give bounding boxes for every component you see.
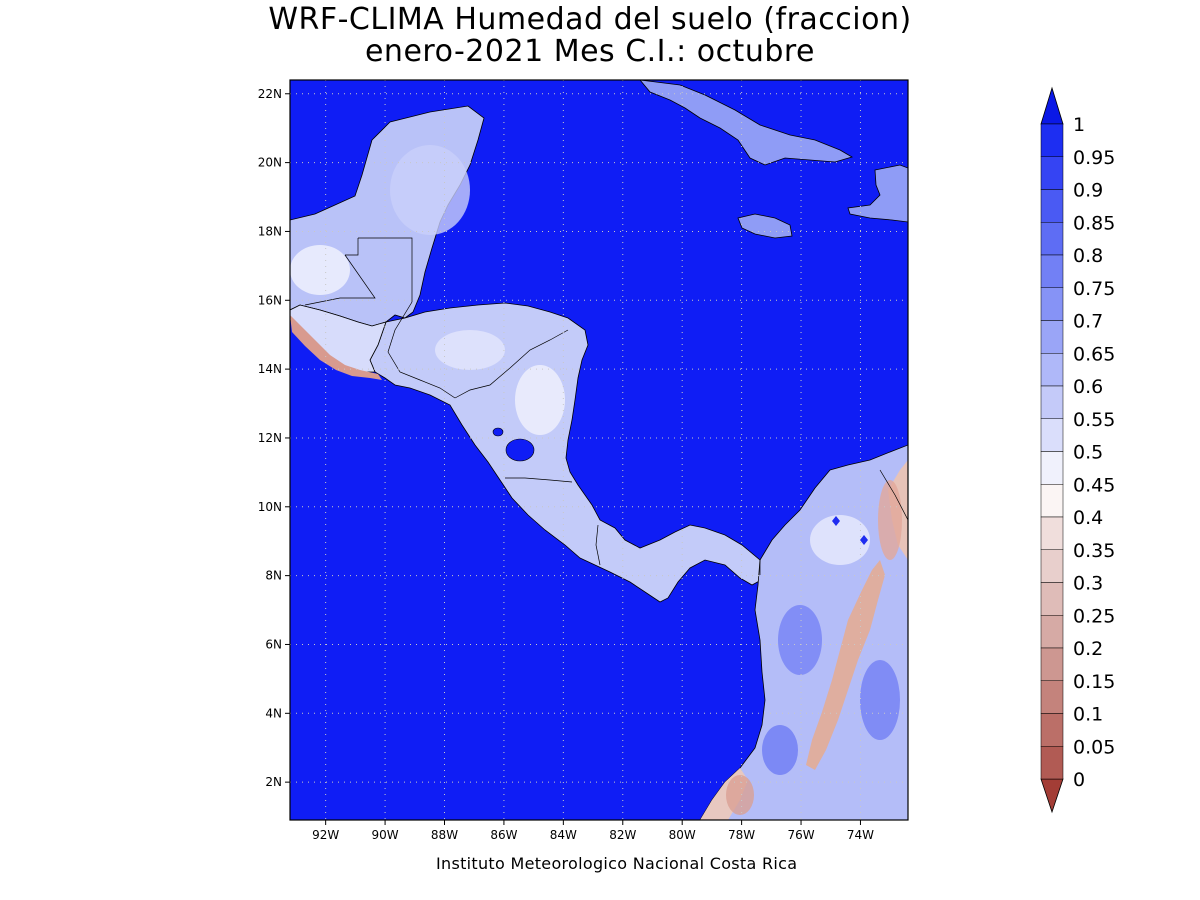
colorbar-bin xyxy=(1040,615,1064,649)
colorbar-label: 1 xyxy=(1073,114,1085,136)
lat-tick-label: 10N xyxy=(258,500,282,514)
colorbar-label: 0.3 xyxy=(1073,573,1103,595)
colorbar-label: 0.6 xyxy=(1073,376,1103,398)
colorbar-bin xyxy=(1040,123,1064,157)
colorbar-arrow-bottom xyxy=(1040,778,1064,814)
lon-tick-label: 74W xyxy=(847,828,874,842)
colorbar-label: 0.05 xyxy=(1073,736,1115,758)
lon-tick-label: 92W xyxy=(312,828,339,842)
lon-tick-label: 90W xyxy=(372,828,399,842)
colorbar-bin xyxy=(1040,451,1064,485)
lat-tick-label: 14N xyxy=(258,362,282,376)
colorbar-label: 0.9 xyxy=(1073,180,1103,202)
colorbar-bin xyxy=(1040,680,1064,714)
lon-tick-label: 80W xyxy=(669,828,696,842)
colorbar-bin xyxy=(1040,353,1064,387)
lat-tick-label: 20N xyxy=(258,156,282,170)
land-hispaniola xyxy=(847,164,908,223)
country-borders xyxy=(304,237,908,575)
colorbar-label: 0.45 xyxy=(1073,474,1115,496)
colorbar-bin xyxy=(1040,549,1064,583)
colorbar-label: 0.65 xyxy=(1073,343,1115,365)
lat-tick-label: 8N xyxy=(265,569,282,583)
colorbar-bin xyxy=(1040,254,1064,288)
colorbar-label: 0.55 xyxy=(1073,409,1115,431)
chart-subtitle: enero-2021 Mes C.I.: octubre xyxy=(364,34,816,69)
map-frame xyxy=(289,79,909,821)
lat-tick-label: 16N xyxy=(258,293,282,307)
lake-nicaragua xyxy=(505,438,535,462)
colorbar-bin xyxy=(1040,582,1064,616)
colorbar-label: 0.2 xyxy=(1073,638,1103,660)
colorbar-arrow-top xyxy=(1040,86,1064,125)
colorbar-label: 0.95 xyxy=(1073,147,1115,169)
lake-managua xyxy=(492,427,504,437)
colorbar-bin xyxy=(1040,287,1064,321)
colorbar-label: 0 xyxy=(1073,769,1085,791)
colorbar-bin xyxy=(1040,516,1064,550)
colorbar-label: 0.85 xyxy=(1073,212,1115,234)
colorbar-bin xyxy=(1040,156,1064,190)
colorbar-label: 0.1 xyxy=(1073,704,1103,726)
lat-tick-label: 18N xyxy=(258,224,282,238)
colorbar-bin xyxy=(1040,385,1064,419)
lat-tick-label: 12N xyxy=(258,431,282,445)
colorbar-bin xyxy=(1040,647,1064,681)
axis-ticks: 92W 90W 88W 86W 84W 82W 80W 78W 76W 74W 2N 4N 6N 8N 10… xyxy=(258,87,874,842)
lon-tick-label: 84W xyxy=(550,828,577,842)
colorbar-label: 0.25 xyxy=(1073,605,1115,627)
chart-title: WRF-CLIMA Humedad del suelo (fraccion) xyxy=(268,2,912,37)
colorbar-label: 0.5 xyxy=(1073,442,1103,464)
colorbar-bin xyxy=(1040,418,1064,452)
lon-tick-label: 78W xyxy=(728,828,755,842)
colorbar-bin xyxy=(1040,713,1064,747)
lat-tick-label: 2N xyxy=(265,775,282,789)
colorbar-label: 0.8 xyxy=(1073,245,1103,267)
lat-tick-label: 6N xyxy=(265,637,282,651)
lon-tick-label: 88W xyxy=(431,828,458,842)
lon-tick-label: 76W xyxy=(787,828,814,842)
lon-tick-label: 82W xyxy=(609,828,636,842)
colorbar-label: 0.35 xyxy=(1073,540,1115,562)
graticule xyxy=(290,80,908,820)
colorbar-bin xyxy=(1040,189,1064,223)
colorbar-bin xyxy=(1040,484,1064,518)
marker-2 xyxy=(860,535,868,545)
colorbar-label: 0.4 xyxy=(1073,507,1103,529)
land-dry-coast xyxy=(290,315,382,380)
colorbar-bin xyxy=(1040,746,1064,780)
marker-1 xyxy=(832,516,840,526)
credit-text: Instituto Meteorologico Nacional Costa R… xyxy=(436,854,798,873)
colorbar-bin xyxy=(1040,222,1064,256)
land-jamaica xyxy=(737,213,793,239)
colorbar-bin xyxy=(1040,320,1064,354)
colorbar-label: 0.7 xyxy=(1073,311,1103,333)
land-cuba xyxy=(639,80,854,166)
lat-tick-label: 4N xyxy=(265,706,282,720)
land-colombia-dry xyxy=(806,560,885,770)
colorbar-label: 0.75 xyxy=(1073,278,1115,300)
lon-tick-label: 86W xyxy=(490,828,517,842)
colorbar: 1 0.95 0.9 0.85 0.8 0.75 0.7 0.65 0.6 0.55 0.5 0.45… xyxy=(1040,86,1115,814)
land-layer xyxy=(290,80,908,820)
colorbar-label: 0.15 xyxy=(1073,671,1115,693)
lat-tick-label: 22N xyxy=(258,87,282,101)
